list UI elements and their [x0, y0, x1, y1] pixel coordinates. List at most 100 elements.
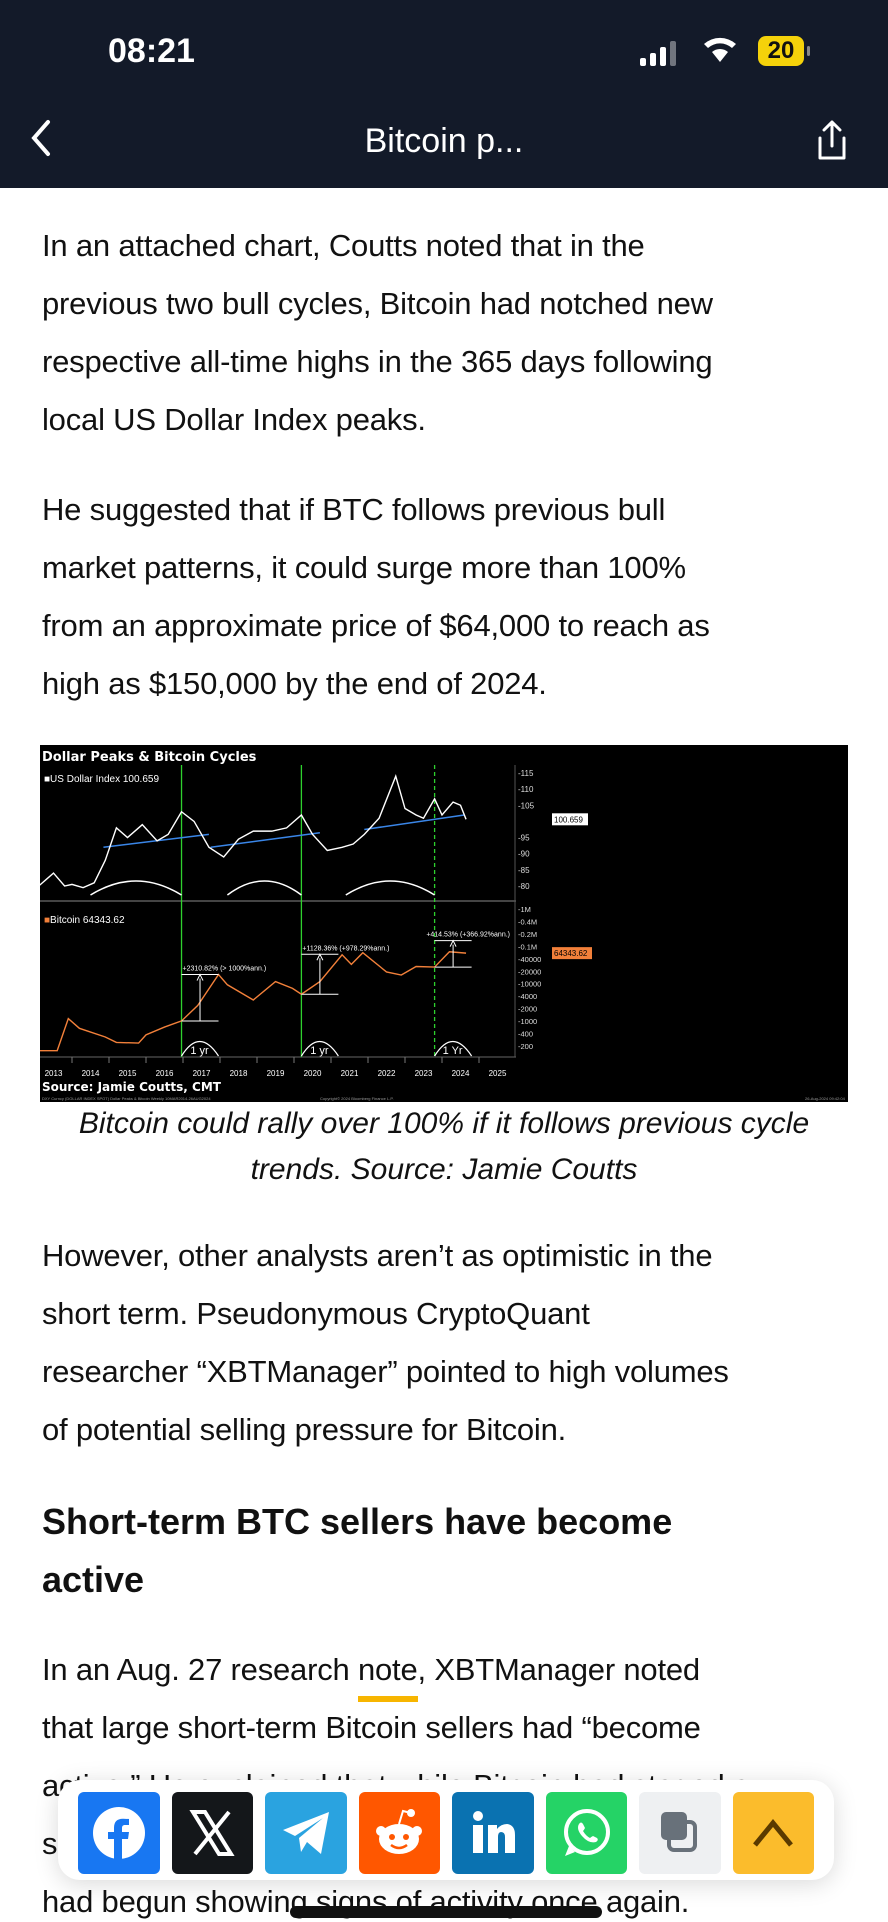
back-chevron-icon[interactable]: [26, 118, 56, 158]
legend-bitcoin: ■Bitcoin 64343.62: [44, 915, 125, 926]
x-tick-label: 2025: [489, 1069, 507, 1078]
note-link[interactable]: note: [357, 1650, 418, 1702]
linkedin-icon: [468, 1808, 518, 1858]
reddit-share-button[interactable]: [358, 1792, 440, 1874]
chart-caption: Bitcoin could rally over 100% if it foll…: [78, 1107, 810, 1140]
y-tick-label-dxy: -105: [518, 801, 535, 810]
x-tick-label: 2016: [156, 1069, 174, 1078]
text: In an Aug. 27 research: [42, 1652, 358, 1687]
y-tick-label-btc: -2000: [518, 1005, 537, 1014]
cellular-signal-icon: [640, 40, 676, 66]
y-tick-label-dxy: -110: [518, 785, 534, 794]
y-tick-label-btc: -10000: [518, 980, 541, 989]
y-tick-label-btc: -1000: [518, 1017, 537, 1026]
chart-caption: trends. Source: Jamie Coutts: [250, 1153, 638, 1186]
dxy-last-value: 100.659: [554, 815, 583, 824]
y-tick-label-dxy: -115: [518, 769, 534, 778]
home-indicator: [290, 1906, 602, 1918]
paragraph-line: short term. Pseudonymous CryptoQuant: [42, 1296, 590, 1331]
x-icon: [187, 1808, 237, 1858]
cycle-arc: [345, 880, 435, 896]
chart-timestamp: 26-Aug-2024 09:42:04: [805, 1096, 846, 1101]
paragraph-line: researcher “XBTManager” pointed to high …: [42, 1354, 729, 1389]
btc-last-badge: [552, 947, 592, 960]
section-heading: Short-term BTC sellers have become: [42, 1501, 673, 1542]
paragraph-line: of potential selling pressure for Bitcoi…: [42, 1412, 567, 1447]
y-tick-label-btc: -40000: [518, 955, 541, 964]
chart-source: Source: Jamie Coutts, CMT: [42, 1080, 222, 1094]
paragraph-line: market patterns, it could surge more tha…: [42, 550, 686, 585]
x-tick-label: 2015: [119, 1069, 137, 1078]
cycle-arc: [90, 880, 182, 896]
gain-arrowhead: [196, 973, 204, 981]
y-tick-label-dxy: -90: [518, 850, 530, 859]
x-tick-label: 2018: [230, 1069, 248, 1078]
x-tick-label: 2017: [193, 1069, 211, 1078]
x-share-button[interactable]: [171, 1792, 253, 1874]
x-tick-label: 2021: [341, 1069, 359, 1078]
y-tick-label-dxy: -95: [518, 834, 530, 843]
paragraph-line: However, other analysts aren’t as optimi…: [42, 1238, 713, 1273]
paragraph-line: In an attached chart, Coutts noted that …: [42, 228, 645, 263]
gain-arrowhead: [316, 953, 324, 961]
share-bar: [58, 1780, 834, 1880]
legend-dxy: ■US Dollar Index 100.659: [44, 774, 159, 785]
paragraph-line: respective all-time highs in the 365 day…: [42, 344, 713, 379]
one-year-arc: [434, 1040, 473, 1057]
dxy-last-badge: [552, 813, 588, 826]
one-year-label: 1 yr: [310, 1045, 329, 1057]
paragraph-line: local US Dollar Index peaks.: [42, 402, 426, 437]
paragraph-line: In an Aug. 27 research note, XBTManager …: [42, 1650, 700, 1702]
paragraph-line: s: [42, 1826, 58, 1861]
whatsapp-share-button[interactable]: [545, 1792, 627, 1874]
gain-annotation: +2310.82% (> 1000%ann.): [183, 966, 267, 973]
telegram-icon: [279, 1808, 333, 1858]
telegram-share-button[interactable]: [265, 1792, 347, 1874]
y-tick-label-btc: -0.1M: [518, 942, 537, 951]
whatsapp-icon: [559, 1806, 613, 1860]
x-tick-label: 2023: [415, 1069, 433, 1078]
x-tick-label: 2020: [304, 1069, 322, 1078]
y-tick-label-btc: -20000: [518, 967, 541, 976]
paragraph-line: high as $150,000 by the end of 2024.: [42, 666, 547, 701]
dollar-bitcoin-chart: Dollar Peaks & Bitcoin Cycles ■US Dollar…: [40, 745, 848, 1102]
trendline: [364, 814, 465, 831]
y-tick-label-btc: -1M: [518, 905, 531, 914]
x-tick-label: 2013: [45, 1069, 63, 1078]
y-tick-label-btc: -400: [518, 1030, 533, 1039]
linkedin-share-button[interactable]: [452, 1792, 534, 1874]
one-year-label: 1 Yr: [443, 1045, 463, 1057]
gain-annotation: +414.53% (+366.92%ann.): [426, 932, 510, 939]
one-year-arc: [300, 1040, 339, 1057]
y-tick-label-dxy: -80: [518, 882, 530, 891]
gain-annotation: +1128.36% (+978.29%ann.): [302, 945, 389, 952]
share-icon[interactable]: [812, 118, 852, 162]
y-tick-label-btc: -200: [518, 1042, 533, 1051]
facebook-share-button[interactable]: [78, 1792, 160, 1874]
bitcoin-line: [40, 951, 467, 1052]
y-tick-label-dxy: -85: [518, 866, 530, 875]
section-heading: active: [42, 1559, 145, 1600]
btc-last-value: 64343.62: [554, 949, 588, 958]
y-tick-label-btc: -0.2M: [518, 930, 537, 939]
paragraph-line: that large short-term Bitcoin sellers ha…: [42, 1710, 701, 1745]
paragraph-line: previous two bull cycles, Bitcoin had no…: [42, 286, 713, 321]
one-year-label: 1 yr: [190, 1045, 209, 1057]
gain-arrowhead: [449, 939, 457, 947]
chart-copyright: Copyright© 2024 Bloomberg Finance L.P.: [320, 1096, 394, 1101]
wifi-icon: [700, 34, 740, 72]
x-tick-label: 2024: [452, 1069, 470, 1078]
page-title: Bitcoin p...: [364, 122, 524, 160]
copy-icon: [655, 1808, 705, 1858]
status-time: 08:21: [108, 32, 195, 70]
cycle-arc: [226, 880, 302, 896]
copy-share-button[interactable]: [639, 1792, 721, 1874]
scroll-top-share-button[interactable]: [732, 1792, 814, 1874]
trendline: [210, 831, 320, 849]
x-tick-label: 2019: [267, 1069, 285, 1078]
scroll-top-icon: [751, 1815, 795, 1851]
x-tick-label: 2022: [378, 1069, 396, 1078]
x-tick-label: 2014: [82, 1069, 100, 1078]
facebook-icon: [91, 1805, 147, 1861]
paragraph-line: from an approximate price of $64,000 to …: [42, 608, 710, 643]
